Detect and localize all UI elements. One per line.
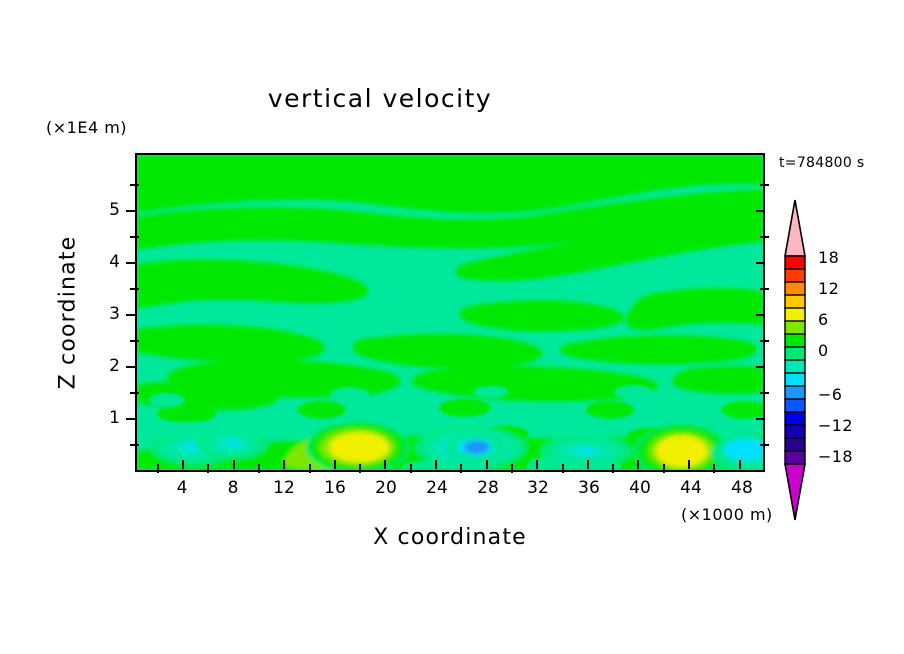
x-tick-major: [486, 460, 488, 469]
colorbar-band: [784, 424, 806, 440]
y-tick-major: [126, 418, 135, 420]
x-tick-label: 16: [324, 478, 346, 498]
y-tick-minor-right: [760, 392, 769, 394]
y-tick-label: 5: [109, 200, 120, 220]
colorbar-band: [784, 294, 806, 310]
colorbar-band: [784, 320, 806, 336]
y-tick-minor-right: [760, 184, 769, 186]
colorbar-under-arrow: [784, 463, 806, 521]
x-tick-minor: [207, 464, 209, 473]
y-tick-major: [126, 366, 135, 368]
y-tick-minor-right: [760, 236, 769, 238]
y-tick-major: [126, 314, 135, 316]
x-tick-major: [637, 460, 639, 469]
x-tick-label: 12: [273, 478, 295, 498]
y-axis-unit-label: (×1E4 m): [46, 118, 128, 137]
x-tick-minor: [562, 464, 564, 473]
colorbar-band: [784, 333, 806, 349]
x-tick-major: [384, 460, 386, 469]
x-tick-minor: [359, 464, 361, 473]
y-tick-minor: [130, 444, 139, 446]
y-tick-label: 4: [109, 252, 120, 272]
x-tick-major: [536, 460, 538, 469]
x-tick-label: 44: [680, 478, 702, 498]
y-tick-minor: [130, 288, 139, 290]
y-tick-label: 3: [109, 304, 120, 324]
y-tick-major: [126, 210, 135, 212]
x-tick-label: 24: [426, 478, 448, 498]
colorbar-label: 0: [818, 341, 829, 360]
y-tick-label: 1: [109, 408, 120, 428]
y-tick-minor: [130, 340, 139, 342]
x-tick-major: [182, 460, 184, 469]
x-tick-label: 36: [578, 478, 600, 498]
x-tick-major: [688, 460, 690, 469]
x-tick-minor: [713, 464, 715, 473]
y-tick-major-right: [756, 418, 765, 420]
x-tick-minor: [460, 464, 462, 473]
colorbar-band: [784, 450, 806, 466]
x-tick-label: 4: [176, 478, 188, 498]
y-tick-major-right: [756, 262, 765, 264]
x-tick-minor: [309, 464, 311, 473]
x-tick-label: 20: [375, 478, 397, 498]
colorbar-label: −6: [818, 385, 843, 404]
colorbar-label: −12: [818, 416, 853, 435]
x-tick-minor: [511, 464, 513, 473]
contour-field: [137, 155, 763, 470]
colorbar-band: [784, 255, 806, 271]
colorbar-over-arrow: [784, 199, 806, 257]
colorbar-band: [784, 398, 806, 414]
y-tick-major: [126, 262, 135, 264]
y-tick-minor-right: [760, 444, 769, 446]
timestamp-annotation: t=784800 s: [779, 155, 865, 171]
y-tick-major-right: [756, 366, 765, 368]
x-tick-major: [435, 460, 437, 469]
x-tick-label: 8: [227, 478, 239, 498]
colorbar: [780, 198, 810, 522]
y-tick-major-right: [756, 210, 765, 212]
colorbar-band: [784, 268, 806, 284]
y-tick-minor: [130, 184, 139, 186]
colorbar-band: [784, 346, 806, 362]
y-tick-minor: [130, 236, 139, 238]
x-tick-minor: [612, 464, 614, 473]
x-tick-major: [233, 460, 235, 469]
colorbar-label: −18: [818, 447, 853, 466]
colorbar-band: [784, 359, 806, 375]
colorbar-band: [784, 385, 806, 401]
x-axis-unit-label: (×1000 m): [681, 505, 773, 524]
colorbar-band: [784, 437, 806, 453]
x-tick-minor: [663, 464, 665, 473]
x-tick-label: 40: [629, 478, 651, 498]
colorbar-label: 18: [818, 248, 840, 267]
x-tick-label: 28: [477, 478, 499, 498]
colorbar-label: 6: [818, 310, 829, 329]
plot-area: [135, 153, 765, 472]
colorbar-swatches: [784, 199, 806, 521]
y-tick-major-right: [756, 314, 765, 316]
x-tick-major: [334, 460, 336, 469]
x-tick-minor: [258, 464, 260, 473]
colorbar-band: [784, 411, 806, 427]
page-title: vertical velocity: [267, 84, 493, 113]
colorbar-band: [784, 281, 806, 297]
x-tick-minor: [157, 464, 159, 473]
x-tick-major: [283, 460, 285, 469]
colorbar-label: 12: [818, 279, 840, 298]
colorbar-band: [784, 307, 806, 323]
x-tick-label: 48: [731, 478, 753, 498]
x-tick-major: [739, 460, 741, 469]
y-tick-minor: [130, 392, 139, 394]
y-axis-title: Z coordinate: [55, 235, 81, 390]
y-tick-label: 2: [109, 356, 120, 376]
colorbar-band: [784, 372, 806, 388]
x-tick-major: [587, 460, 589, 469]
x-axis-title: X coordinate: [373, 525, 527, 550]
x-tick-label: 32: [527, 478, 549, 498]
x-tick-minor: [410, 464, 412, 473]
y-tick-minor-right: [760, 340, 769, 342]
y-tick-minor-right: [760, 288, 769, 290]
